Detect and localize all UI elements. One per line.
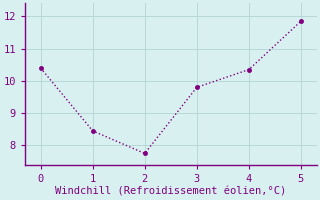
X-axis label: Windchill (Refroidissement éolien,°C): Windchill (Refroidissement éolien,°C) [55,187,286,197]
